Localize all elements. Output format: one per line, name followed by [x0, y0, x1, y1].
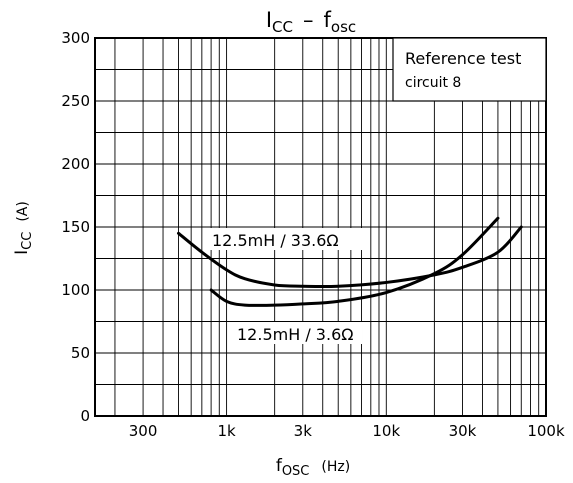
y-tick-label: 200: [61, 155, 90, 173]
y-tick-label: 300: [61, 29, 90, 47]
y-tick-label: 250: [61, 92, 90, 110]
reference-box: Reference test circuit 8: [392, 37, 547, 102]
annotation-bg-2: [232, 322, 362, 344]
series-label-2: 12.5mH / 3.6Ω: [237, 325, 353, 344]
x-tick-label: 3k: [294, 422, 313, 440]
plot-frame: [94, 37, 547, 417]
reference-line-1: Reference test: [405, 49, 521, 68]
x-tick-label: 1k: [217, 422, 236, 440]
x-tick-label: 30k: [449, 422, 477, 440]
y-tick-label: 150: [61, 218, 90, 236]
series-lines: [177, 216, 523, 307]
reference-box-border: [392, 37, 547, 102]
x-tick-label: 300: [129, 422, 158, 440]
x-axis-label: fOSC (Hz): [276, 456, 350, 479]
chart-title: ICC – fosc: [266, 8, 356, 36]
series-label-1: 12.5mH / 33.6Ω: [212, 231, 339, 250]
y-tick-label: 0: [80, 407, 90, 425]
annotation-bg-1: [205, 228, 370, 250]
reference-line-2: circuit 8: [405, 75, 461, 91]
series-line-2: [209, 216, 500, 307]
grid: [95, 38, 546, 416]
tick-labels: 300 1k 3k 10k 30k 100k 0 50 100 150 200 250 300: [61, 29, 565, 440]
x-tick-label: 100k: [527, 422, 565, 440]
y-tick-label: 100: [61, 281, 90, 299]
y-tick-label: 50: [71, 344, 90, 362]
y-axis-label: ICC(A): [12, 201, 35, 255]
series-line-1: [177, 225, 523, 289]
x-tick-label: 10k: [372, 422, 400, 440]
